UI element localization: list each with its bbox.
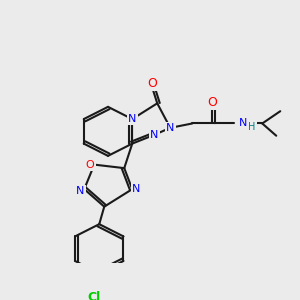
Text: O: O	[207, 96, 217, 109]
Text: N: N	[150, 130, 158, 140]
Text: N: N	[132, 184, 140, 194]
Text: Cl: Cl	[88, 291, 101, 300]
Text: O: O	[147, 77, 157, 90]
Text: N: N	[239, 118, 248, 128]
Text: N: N	[166, 123, 174, 133]
Text: O: O	[86, 160, 94, 170]
Text: N: N	[76, 186, 84, 196]
Text: H: H	[248, 122, 256, 132]
Text: N: N	[128, 114, 136, 124]
